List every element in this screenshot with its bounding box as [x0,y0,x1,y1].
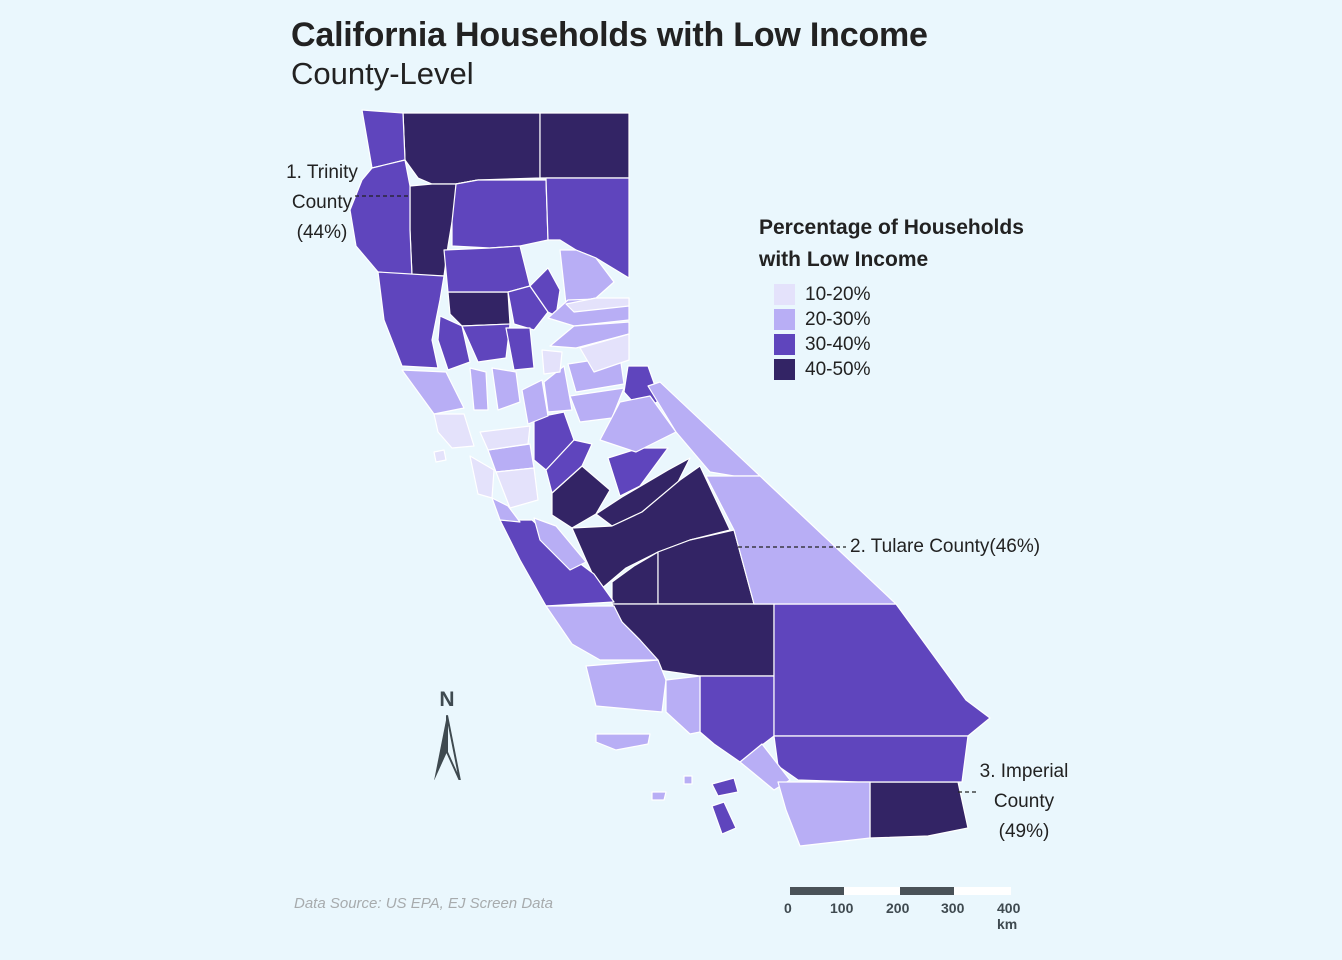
legend-item-10-20: 10-20% [759,282,1079,307]
legend: Percentage of Households with Low Income… [759,212,1079,382]
county-san-joaquin [545,439,593,494]
scale-bar-graphic [790,887,1011,895]
map-title: California Households with Low Income [291,16,928,54]
north-arrow-label: N [439,688,455,711]
legend-swatch [774,284,795,305]
county-glenn [447,291,511,327]
legend-item-40-50: 40-50% [759,357,1079,382]
class-30-40-counties [349,109,991,835]
county-san-benito [533,517,587,571]
county-tiny-island [683,775,693,785]
county-inyo-south [705,475,897,605]
county-ventura [665,675,701,735]
county-shasta [451,179,549,249]
county-small-island [651,791,667,801]
scale-label-400: 400 km [997,900,1021,932]
county-yolo [491,367,521,411]
scale-label-100: 100 [830,900,854,916]
legend-title: Percentage of Households with Low Income [759,216,1024,271]
county-mendocino [377,271,445,369]
county-riverside [773,735,969,783]
class-20-30-counties [401,249,897,847]
county-san-diego [777,781,871,847]
county-farallon [433,449,447,463]
county-santa-cruz [491,497,521,523]
county-nevada [565,297,630,313]
county-tehama [443,245,531,293]
county-alpine [579,333,630,373]
county-siskiyou [402,112,541,185]
county-orange [739,743,791,791]
county-alameda [495,467,539,509]
county-san-francisco [469,455,495,499]
county-butte [507,285,549,331]
legend-swatch [774,359,795,380]
county-plumas [529,267,561,317]
county-sacramento [521,379,549,425]
class-10-20-counties [433,297,630,509]
scale-label-200: 200 [886,900,910,916]
legend-swatch [774,334,795,355]
legend-swatch [774,309,795,330]
scale-bar: 0 100 200 300 400 km [784,882,1020,932]
county-del-norte [361,109,406,169]
county-sonoma [401,369,465,415]
data-source-caption: Data Source: US EPA, EJ Screen Data [294,895,554,912]
county-santa-barbara [585,659,667,713]
county-imperial [869,781,969,839]
county-lake [437,315,471,371]
annotation-tulare-county: 2. Tulare County(46%) [850,536,1041,557]
county-napa [469,367,489,411]
scale-label-0: 0 [784,900,792,916]
county-channel-islands [595,733,651,751]
scale-label-300: 300 [941,900,965,916]
annotation-trinity-county: 1. Trinity County (44%) [286,162,358,243]
legend-item-20-30: 20-30% [759,307,1079,332]
county-solano [479,425,531,451]
county-amador-small [541,349,563,375]
legend-item-30-40: 30-40% [759,332,1079,357]
county-marin [433,413,475,449]
north-arrow: N [430,688,464,785]
county-yuba-sutter [505,327,535,371]
county-inyo-north [599,395,677,453]
county-san-clemente-island [711,801,737,835]
north-arrow-icon [434,715,461,782]
county-catalina-island [711,777,739,797]
county-modoc [539,112,630,179]
county-san-bernardino [773,603,991,737]
county-colusa [461,323,511,363]
annotation-imperial-county: 3. Imperial County (49%) [979,761,1069,842]
map-subtitle: County-Level [291,56,474,91]
county-el-dorado [549,321,630,349]
annotation-leaders [355,195,976,793]
county-san-luis-obispo [545,605,659,661]
